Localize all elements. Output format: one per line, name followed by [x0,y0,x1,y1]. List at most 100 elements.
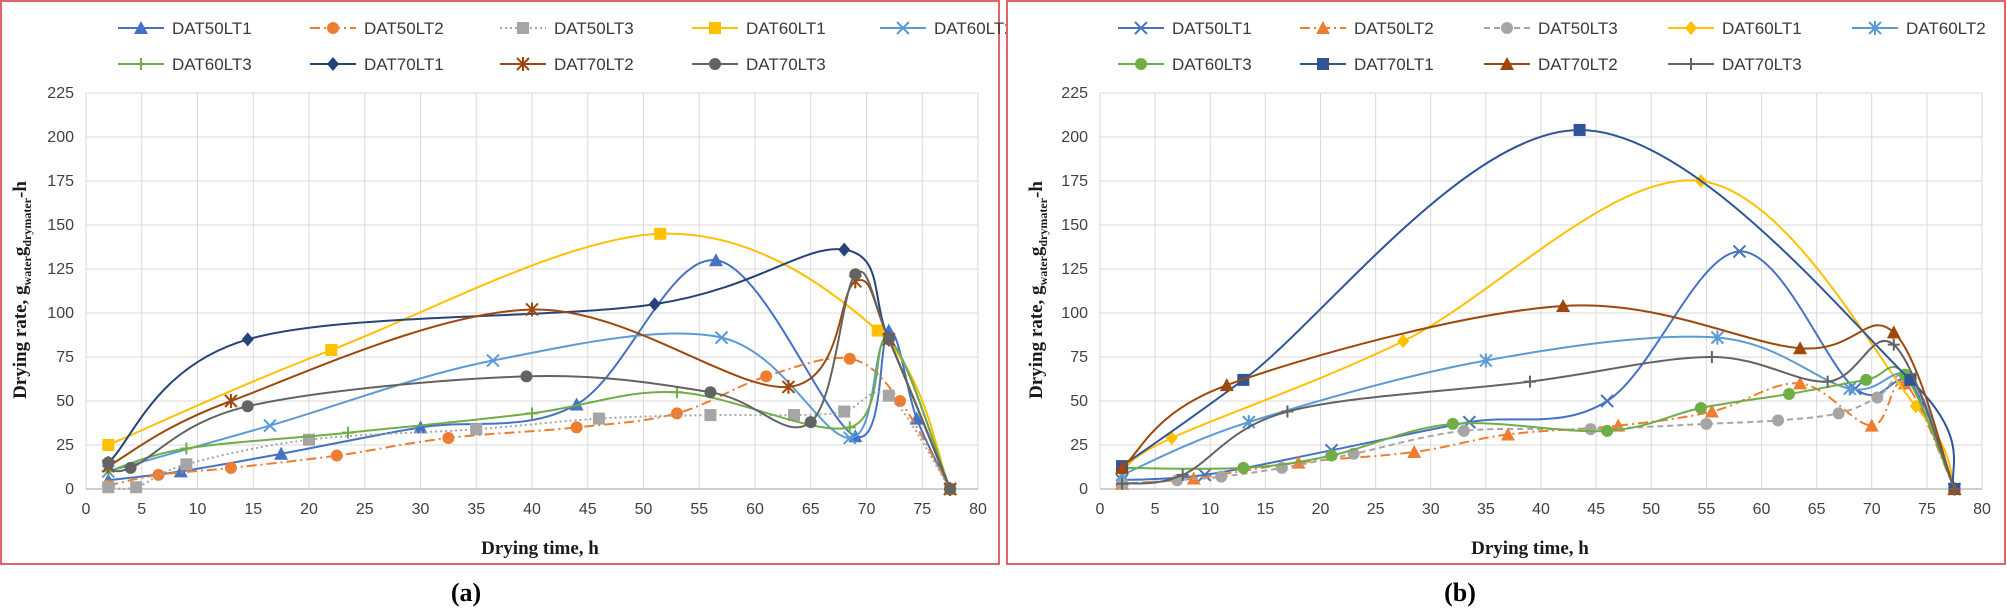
data-point [1864,418,1879,432]
data-point [838,405,851,418]
legend-item-DAT70LT2: DAT70LT2 [1484,55,1618,74]
data-point [224,461,237,474]
data-point [714,330,729,345]
series-DAT60LT3 [1116,365,1961,495]
legend-marker [1135,58,1147,70]
data-point [486,353,500,368]
series-DAT70LT2 [1115,298,1962,495]
data-point [1860,373,1873,386]
data-point [569,397,584,411]
data-point [241,332,254,347]
x-tick-label: 65 [802,501,820,518]
x-tick-label: 35 [1477,501,1495,518]
legend-item-DAT50LT3: DAT50LT3 [500,19,634,38]
data-point [102,439,115,451]
data-point [843,431,857,445]
data-point [654,227,667,240]
legend-item-DAT50LT1: DAT50LT1 [1118,19,1252,38]
data-point [944,483,957,495]
data-point [1479,353,1493,368]
legend-item-DAT50LT2: DAT50LT2 [1300,19,1434,38]
data-point [1948,483,1961,495]
legend-marker [517,22,529,34]
legend-item-DAT60LT1: DAT60LT1 [1668,19,1802,38]
legend-label: DAT50LT3 [554,19,634,38]
data-point [526,407,538,420]
x-tick-label: 40 [1532,501,1550,518]
data-point [670,407,683,420]
data-point [520,370,533,383]
data-point [1694,402,1707,415]
data-point [760,370,773,383]
y-tick-label: 25 [56,437,74,454]
x-tick-label: 50 [635,501,653,518]
data-point [1772,414,1785,427]
legend-item-DAT50LT3: DAT50LT3 [1484,19,1618,38]
x-tick-label: 70 [1863,501,1881,518]
data-point [804,416,817,429]
legend-label: DAT60LT3 [172,55,252,74]
y-tick-label: 125 [1061,261,1088,278]
y-tick-label: 0 [1079,481,1088,498]
legend-label: DAT60LT1 [746,19,826,38]
y-tick-label: 225 [1061,85,1088,102]
legend-label: DAT70LT3 [746,55,826,74]
y-tick-label: 100 [1061,305,1088,322]
legend-marker [896,21,910,35]
data-point [1601,424,1614,437]
data-point [1710,330,1725,345]
x-tick-label: 55 [690,501,708,518]
data-point [1700,417,1713,430]
legend-label: DAT50LT1 [172,19,252,38]
legend-label: DAT50LT2 [1354,19,1434,38]
data-point [871,324,884,337]
x-tick-label: 30 [412,501,430,518]
x-tick-label: 65 [1808,501,1826,518]
y-tick-label: 200 [1061,129,1088,146]
legend-marker [1685,58,1697,70]
y-tick-label: 50 [56,393,74,410]
x-tick-label: 10 [1201,501,1219,518]
data-point [325,343,338,356]
data-point [130,481,143,494]
y-tick-label: 0 [65,481,74,498]
data-point [1446,417,1459,430]
legend-item-DAT60LT2: DAT60LT2 [880,19,1014,38]
x-tick-label: 15 [1256,501,1274,518]
legend-label: DAT70LT1 [364,55,444,74]
data-point [1871,391,1884,404]
legend-item-DAT50LT1: DAT50LT1 [118,19,252,38]
legend-item-DAT70LT2: DAT70LT2 [500,55,634,74]
legend-marker [1685,21,1697,35]
data-point [1887,338,1900,351]
legend-marker [1317,58,1329,70]
x-tick-label: 0 [82,501,91,518]
legend-item-DAT60LT2: DAT60LT2 [1852,19,1986,38]
y-axis-title: Drying rate, gwatergdrymater-h [10,181,34,399]
data-point [1793,376,1808,390]
x-tick-label: 75 [913,501,931,518]
legend-label: DAT50LT1 [1172,19,1252,38]
data-point [704,409,717,422]
legend-label: DAT60LT3 [1172,55,1252,74]
series-DAT70LT3 [1116,338,1961,495]
data-point [1783,387,1796,400]
data-point [1573,123,1586,136]
legend-marker [1868,21,1882,35]
data-point [124,461,137,474]
data-point [1842,381,1857,396]
y-tick-label: 225 [47,85,74,102]
data-point [180,458,193,471]
y-tick-label: 150 [47,217,74,234]
legend-label: DAT70LT1 [1354,55,1434,74]
data-point [704,386,717,399]
data-point [1793,341,1808,355]
data-point [1500,427,1515,441]
data-point [1821,375,1834,388]
legend-marker [1500,57,1514,70]
data-point [592,412,605,425]
x-tick-label: 20 [1312,501,1330,518]
x-tick-label: 60 [1753,501,1771,518]
data-point [570,421,583,434]
data-point [1886,325,1901,339]
